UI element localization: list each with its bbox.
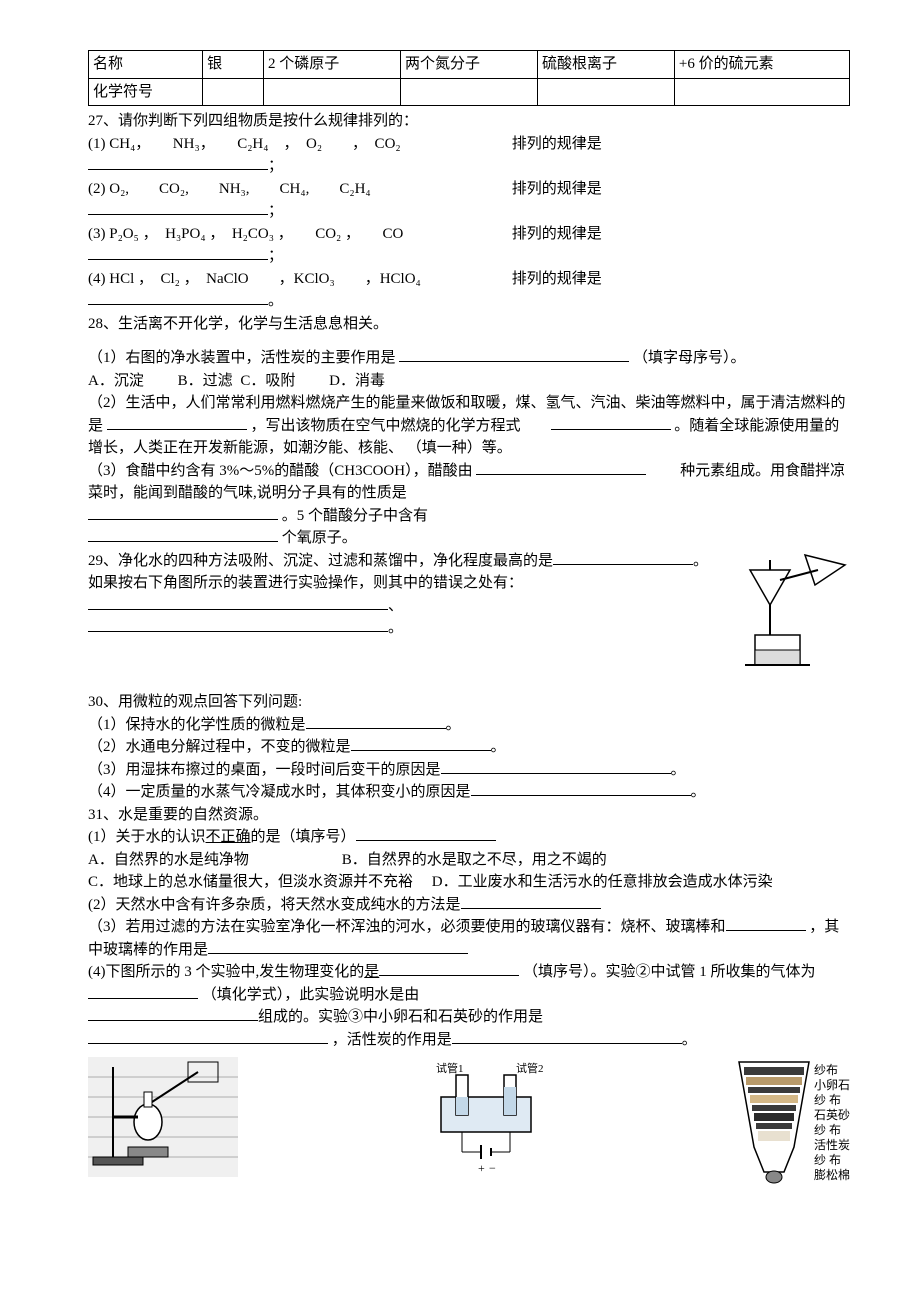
figure-row: 试管1 试管2 + − bbox=[88, 1057, 850, 1187]
q27-blank: ； bbox=[88, 155, 850, 178]
cell: 名称 bbox=[89, 51, 203, 79]
figure-1-distillation bbox=[88, 1057, 238, 1185]
q30-intro: 30、用微粒的观点回答下列问题: bbox=[88, 691, 850, 714]
q27-blank: ； bbox=[88, 200, 850, 223]
svg-text:+: + bbox=[478, 1161, 485, 1175]
q27: 27、请你判断下列四组物质是按什么规律排列的： (1) CH₄， NH₃， C₂… bbox=[88, 110, 850, 313]
cell bbox=[264, 78, 401, 106]
q28-p3: （3）食醋中约含有 3%～5%的醋酸（CH3COOH），醋酸由 种元素组成。用食… bbox=[88, 460, 850, 550]
tube1-label: 试管1 bbox=[436, 1061, 464, 1075]
q27-line: (2) O₂, CO₂, NH₃, CH₄, C₂H₄ 排列的规律是 bbox=[88, 178, 850, 201]
cell: 两个氮分子 bbox=[400, 51, 537, 79]
q27-blank: 。 bbox=[88, 290, 850, 313]
q27-line: (4) HCl ， Cl₂ ， NaClO ，KClO₃ ，HClO₄ 排列的规… bbox=[88, 268, 850, 291]
q28-options: A．沉淀 B．过滤 C．吸附 D．消毒 bbox=[88, 370, 850, 393]
q30: 30、用微粒的观点回答下列问题: （1）保持水的化学性质的微粒是。 （2）水通电… bbox=[88, 691, 850, 804]
cell: +6 价的硫元素 bbox=[674, 51, 849, 79]
cell: 化学符号 bbox=[89, 78, 203, 106]
table-row: 化学符号 bbox=[89, 78, 850, 106]
q27-line: (3) P₂O₅ ， H₃PO₄ ， H₂CO₃ ， CO₂ ， CO 排列的规… bbox=[88, 223, 850, 246]
q29: 29、净化水的四种方法吸附、沉淀、过滤和蒸馏中，净化程度最高的是。如果按右下角图… bbox=[88, 550, 850, 692]
cell bbox=[400, 78, 537, 106]
cell bbox=[203, 78, 264, 106]
svg-text:−: − bbox=[489, 1161, 496, 1175]
q27-line: (1) CH₄， NH₃， C₂H₄ ， O₂ ， CO₂ 排列的规律是 bbox=[88, 133, 850, 156]
q31-intro: 31、水是重要的自然资源。 bbox=[88, 804, 850, 827]
option-c: C．吸附 bbox=[240, 370, 295, 393]
table-row: 名称 银 2 个磷原子 两个氮分子 硫酸根离子 +6 价的硫元素 bbox=[89, 51, 850, 79]
tube2-label: 试管2 bbox=[516, 1061, 544, 1075]
q28-intro: 28、生活离不开化学，化学与生活息息相关。 bbox=[88, 313, 850, 336]
cell bbox=[537, 78, 674, 106]
option-a: A．沉淀 bbox=[88, 370, 144, 393]
q27-blank: ； bbox=[88, 245, 850, 268]
q28: 28、生活离不开化学，化学与生活息息相关。 （1）右图的净水装置中，活性炭的主要… bbox=[88, 313, 850, 550]
q27-intro: 27、请你判断下列四组物质是按什么规律排列的： bbox=[88, 110, 850, 133]
q28-p2: （2）生活中，人们常常利用燃料燃烧产生的能量来做饭和取暖，煤、氢气、汽油、柴油等… bbox=[88, 392, 850, 460]
cell: 硫酸根离子 bbox=[537, 51, 674, 79]
option-b: B．过滤 bbox=[178, 370, 233, 393]
cell bbox=[674, 78, 849, 106]
filter-labels: 纱布 小卵石 纱 布 石英砂 纱 布 活性炭 纱 布 膨松棉 bbox=[814, 1057, 850, 1187]
cell: 2 个磷原子 bbox=[264, 51, 401, 79]
cell: 银 bbox=[203, 51, 264, 79]
page-content: 名称 银 2 个磷原子 两个氮分子 硫酸根离子 +6 价的硫元素 化学符号 27… bbox=[0, 0, 920, 1217]
q28-p1: （1）右图的净水装置中，活性炭的主要作用是 （填字母序号）。 bbox=[88, 347, 850, 370]
symbol-table: 名称 银 2 个磷原子 两个氮分子 硫酸根离子 +6 价的硫元素 化学符号 bbox=[88, 50, 850, 106]
q31: 31、水是重要的自然资源。 (1）关于水的认识不正确的是（填序号） A．自然界的… bbox=[88, 804, 850, 1052]
option-d: D．消毒 bbox=[329, 370, 385, 393]
figure-2-electrolysis: 试管1 试管2 + − bbox=[401, 1057, 571, 1185]
filter-apparatus-figure bbox=[720, 550, 850, 688]
figure-3-filter-column: 纱布 小卵石 纱 布 石英砂 纱 布 活性炭 纱 布 膨松棉 bbox=[734, 1057, 850, 1187]
